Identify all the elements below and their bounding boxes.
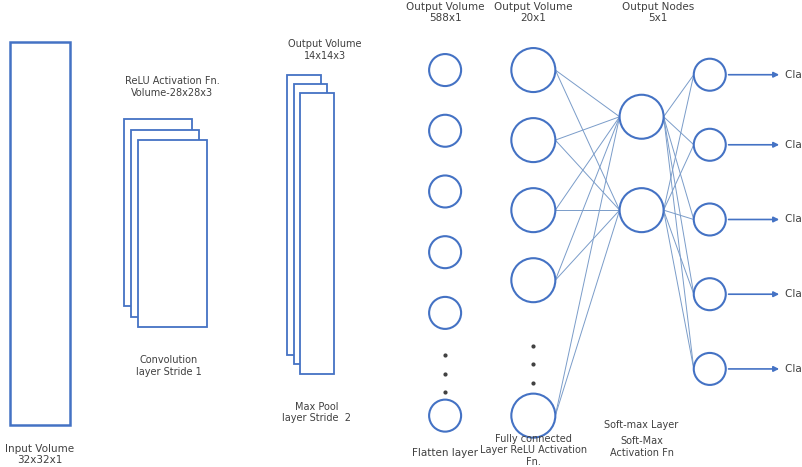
Bar	[294, 84, 327, 364]
Circle shape	[620, 95, 663, 139]
Circle shape	[512, 394, 555, 438]
Circle shape	[694, 204, 726, 235]
Text: Soft-max Layer: Soft-max Layer	[605, 420, 678, 430]
Circle shape	[694, 353, 726, 385]
Text: ReLU Activation Fn.
Volume-28x28x3: ReLU Activation Fn. Volume-28x28x3	[125, 77, 220, 98]
Circle shape	[429, 236, 461, 268]
Circle shape	[429, 54, 461, 86]
Text: Fully connected
Layer ReLU Activation
Fn.: Fully connected Layer ReLU Activation Fn…	[480, 434, 587, 467]
Circle shape	[429, 400, 461, 432]
Text: Class 5: Class 5	[785, 364, 802, 374]
Text: Flatten layer: Flatten layer	[412, 448, 478, 458]
Bar	[124, 119, 192, 306]
Circle shape	[694, 59, 726, 91]
Text: Max Pool
layer Stride  2: Max Pool layer Stride 2	[282, 402, 351, 423]
Circle shape	[512, 188, 555, 232]
Bar	[287, 75, 321, 355]
Text: Class 1: Class 1	[785, 70, 802, 80]
Text: Class 2: Class 2	[785, 140, 802, 150]
Bar	[132, 130, 200, 317]
Text: Output Nodes
5x1: Output Nodes 5x1	[622, 2, 694, 23]
Text: Output Volume
588x1: Output Volume 588x1	[406, 2, 484, 23]
Circle shape	[512, 258, 555, 302]
Circle shape	[512, 48, 555, 92]
Circle shape	[429, 297, 461, 329]
Circle shape	[429, 115, 461, 147]
Circle shape	[620, 188, 663, 232]
Circle shape	[512, 118, 555, 162]
Circle shape	[694, 129, 726, 161]
Text: Output Volume
14x14x3: Output Volume 14x14x3	[288, 39, 362, 61]
Text: Input Volume
32x32x1: Input Volume 32x32x1	[5, 444, 75, 465]
Bar	[300, 93, 334, 374]
Text: Convolution
layer Stride 1: Convolution layer Stride 1	[136, 355, 201, 376]
Circle shape	[429, 176, 461, 207]
Text: Class 4: Class 4	[785, 289, 802, 299]
Bar	[138, 140, 206, 327]
Text: Class 3: Class 3	[785, 214, 802, 225]
Circle shape	[694, 278, 726, 310]
Bar	[10, 42, 70, 425]
Text: Soft-Max
Activation Fn: Soft-Max Activation Fn	[610, 436, 674, 458]
Text: Output Volume
20x1: Output Volume 20x1	[494, 2, 573, 23]
